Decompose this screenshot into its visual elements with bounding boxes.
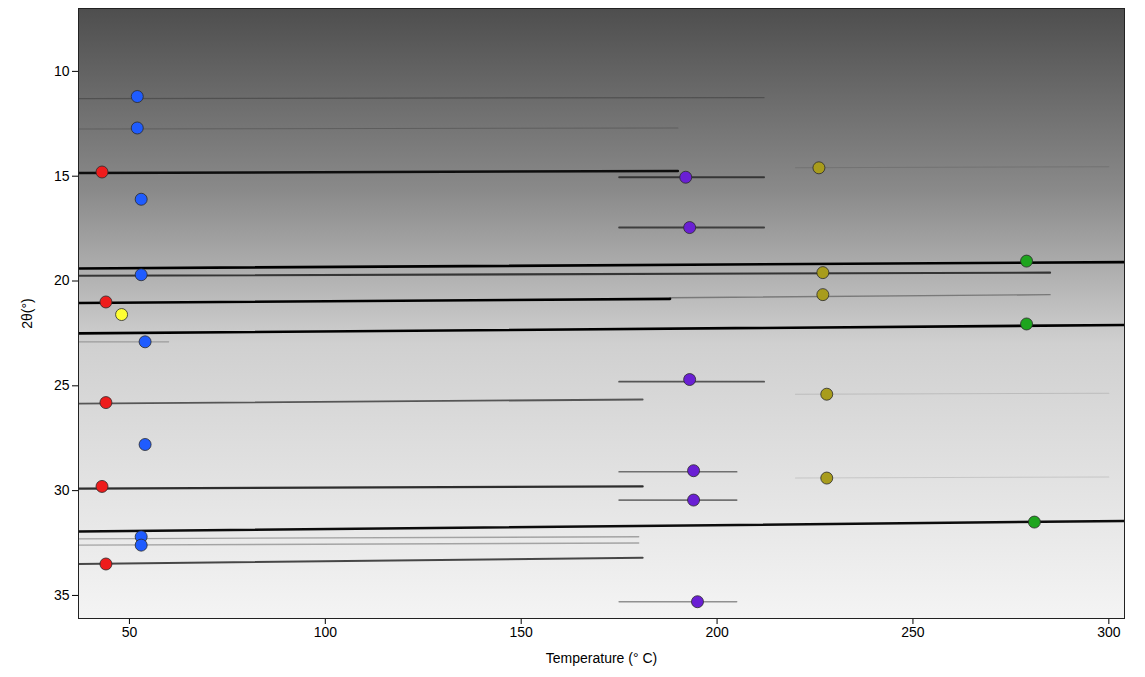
svg-text:2θ(°): 2θ(°) bbox=[19, 298, 35, 329]
svg-text:20: 20 bbox=[54, 272, 70, 288]
svg-text:250: 250 bbox=[901, 624, 925, 640]
svg-text:100: 100 bbox=[314, 624, 338, 640]
svg-text:30: 30 bbox=[54, 482, 70, 498]
svg-text:50: 50 bbox=[122, 624, 138, 640]
svg-text:35: 35 bbox=[54, 587, 70, 603]
svg-text:25: 25 bbox=[54, 377, 70, 393]
svg-text:150: 150 bbox=[510, 624, 534, 640]
svg-text:15: 15 bbox=[54, 168, 70, 184]
svg-text:Temperature (° C): Temperature (° C) bbox=[546, 650, 657, 666]
svg-text:300: 300 bbox=[1097, 624, 1121, 640]
svg-text:10: 10 bbox=[54, 63, 70, 79]
svg-text:200: 200 bbox=[705, 624, 729, 640]
